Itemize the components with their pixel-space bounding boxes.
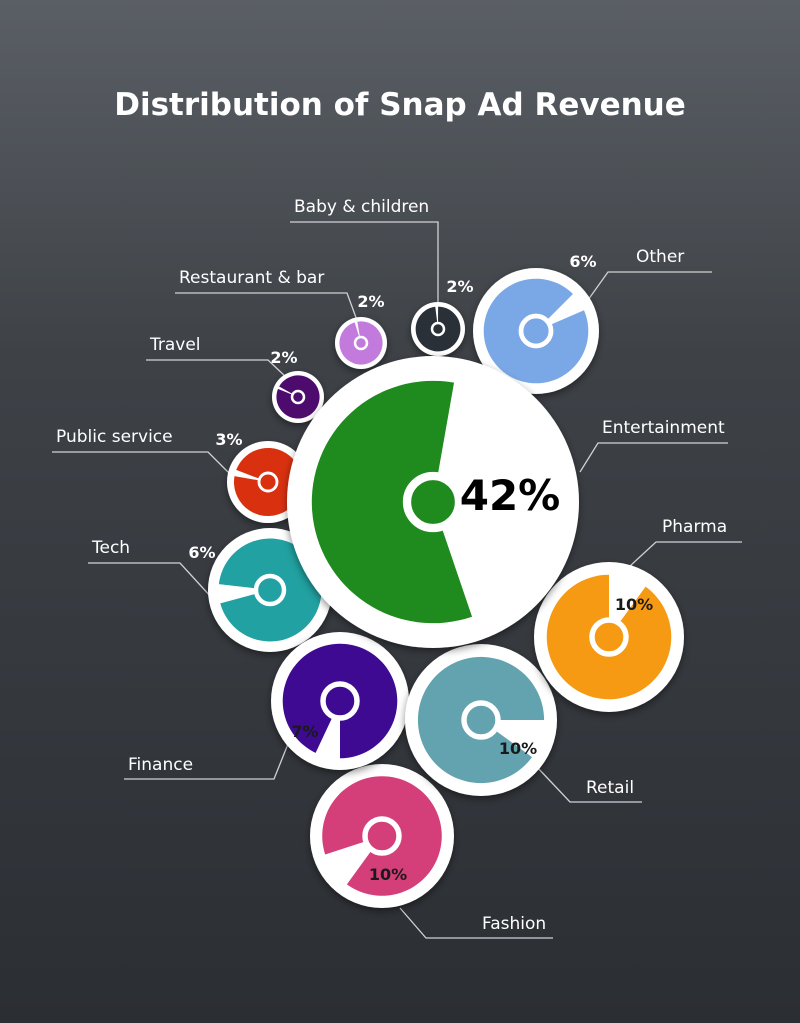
value-label-pharma: 10%: [615, 595, 653, 614]
category-label-fashion: Fashion: [482, 914, 546, 934]
hub-pharma: [589, 617, 629, 657]
category-label-retail: Retail: [586, 778, 634, 798]
hub-retail: [461, 700, 501, 740]
category-label-travel: Travel: [149, 335, 201, 355]
value-label-tech: 6%: [188, 543, 215, 562]
bubble-other: [473, 268, 599, 394]
bubble-finance: [271, 632, 409, 770]
hub-public-service: [257, 471, 279, 493]
bubble-travel: [272, 371, 324, 423]
leader-line-finance: [124, 743, 289, 780]
leader-line-retail: [535, 765, 642, 803]
value-label-public-service: 3%: [215, 430, 242, 449]
bubble-entertainment: [287, 356, 579, 648]
leader-lines: [52, 221, 742, 939]
category-label-tech: Tech: [91, 538, 130, 558]
category-label-other: Other: [636, 247, 684, 267]
slice-fashion: [322, 776, 442, 896]
bubble-pharma: [534, 562, 684, 712]
value-label-other: 6%: [569, 252, 596, 271]
leader-line-tech: [88, 562, 213, 599]
leader-line-entertainment: [579, 442, 728, 473]
leader-line-travel: [146, 359, 288, 379]
hub-other: [518, 313, 554, 349]
bubble-restaurant-and-bar: [335, 317, 387, 369]
leader-line-baby-and-children: [290, 221, 439, 304]
category-label-public-service: Public service: [56, 427, 173, 447]
value-label-restaurant-and-bar: 2%: [357, 292, 384, 311]
hub-baby-and-children: [430, 321, 446, 337]
category-label-finance: Finance: [128, 755, 193, 775]
category-labels: 42% Entertainment 10% Pharma 10% Retail 10% Fas…: [56, 197, 727, 934]
bubble-fashion: [310, 764, 454, 908]
bubbles: [208, 268, 684, 908]
hub-entertainment: [402, 471, 464, 533]
leader-line-other: [587, 271, 712, 301]
category-label-restaurant-and-bar: Restaurant & bar: [179, 268, 324, 288]
leader-line-public-service: [52, 451, 231, 475]
value-label-baby-and-children: 2%: [446, 277, 473, 296]
hub-restaurant-and-bar: [353, 335, 369, 351]
leader-line-pharma: [629, 541, 742, 567]
leader-line-restaurant-and-bar: [175, 292, 359, 324]
category-label-baby-and-children: Baby & children: [294, 197, 429, 217]
value-label-fashion: 10%: [369, 865, 407, 884]
hub-finance: [320, 681, 360, 721]
bubble-retail: [405, 644, 557, 796]
value-label-entertainment: 42%: [460, 471, 561, 520]
hub-fashion: [362, 816, 402, 856]
hub-tech: [253, 573, 287, 607]
category-label-pharma: Pharma: [662, 517, 727, 537]
bubble-baby-and-children: [411, 302, 465, 356]
chart-title: Distribution of Snap Ad Revenue: [114, 87, 686, 123]
value-label-retail: 10%: [499, 739, 537, 758]
category-label-entertainment: Entertainment: [602, 418, 725, 438]
value-label-travel: 2%: [270, 348, 297, 367]
leader-line-fashion: [399, 907, 553, 939]
hub-travel: [290, 389, 306, 405]
slice-entertainment: [311, 380, 473, 624]
value-label-finance: 7%: [291, 722, 318, 741]
